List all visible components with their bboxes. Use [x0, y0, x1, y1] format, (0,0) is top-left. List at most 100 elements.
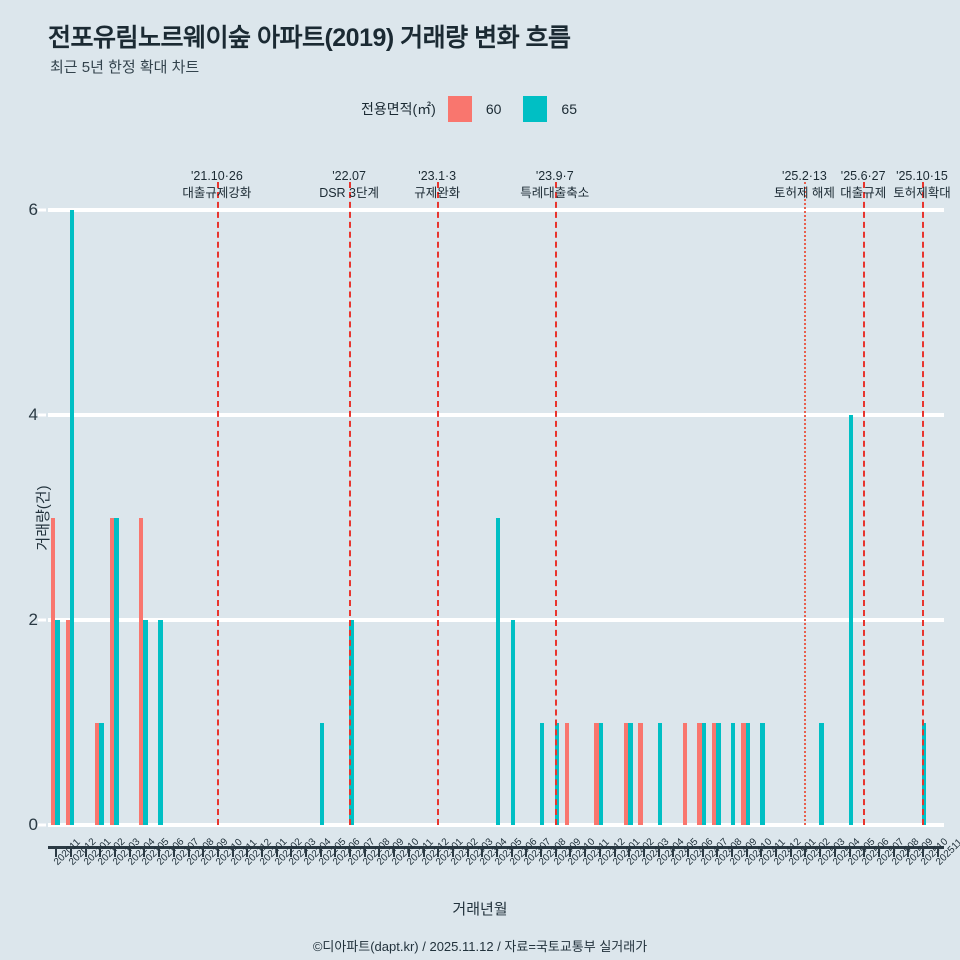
x-tick-mark: [760, 846, 763, 857]
y-tick-label: 0: [28, 815, 38, 834]
x-tick-mark: [701, 846, 704, 857]
chart-bar[interactable]: [114, 517, 119, 825]
event-marker-line: [216, 182, 219, 825]
x-tick-mark: [892, 846, 895, 857]
chart-bar[interactable]: [819, 722, 824, 825]
event-marker-label: '25.6·27 대출규제: [840, 169, 887, 200]
x-tick-mark: [745, 846, 748, 857]
chart-bar[interactable]: [158, 620, 163, 825]
chart-bar[interactable]: [95, 722, 100, 825]
chart-bar[interactable]: [50, 517, 56, 825]
x-tick-mark: [158, 846, 161, 857]
y-tick-label: 4: [28, 405, 38, 424]
x-tick-mark: [319, 846, 322, 857]
x-tick-mark: [451, 846, 454, 857]
chart-bar[interactable]: [139, 517, 144, 825]
chart-bar[interactable]: [760, 722, 765, 825]
x-tick-mark: [349, 846, 352, 857]
x-tick-mark: [525, 846, 528, 857]
chart-bar[interactable]: [701, 722, 707, 825]
chart-bar[interactable]: [682, 722, 687, 825]
x-tick-mark: [848, 846, 851, 857]
chart-bar[interactable]: [628, 722, 633, 825]
chart-bar[interactable]: [745, 722, 751, 825]
chart-bar[interactable]: [697, 722, 702, 825]
chart-bar[interactable]: [598, 722, 604, 825]
chart-bar[interactable]: [711, 722, 717, 825]
x-tick-mark: [55, 846, 58, 857]
y-tick-mark: [38, 618, 46, 622]
event-marker-label: '25.2·13 토허제 해제: [773, 169, 835, 200]
chart-bar[interactable]: [716, 722, 721, 825]
chart-bar[interactable]: [540, 722, 545, 825]
page-title: 전포유림노르웨이숲 아파트(2019) 거래량 변화 흐름: [48, 24, 571, 52]
chart-bar[interactable]: [565, 722, 570, 825]
x-tick-mark: [99, 846, 102, 857]
x-tick-mark: [598, 846, 601, 857]
x-tick-mark: [936, 846, 939, 857]
chart-bar[interactable]: [349, 620, 354, 825]
x-tick-mark: [334, 846, 337, 857]
x-tick-mark: [833, 846, 836, 857]
legend-label-65: 65: [561, 101, 577, 117]
x-tick-mark: [422, 846, 425, 857]
x-tick-mark: [775, 846, 778, 857]
x-tick-mark: [275, 846, 278, 857]
chart-bar[interactable]: [55, 620, 60, 825]
x-tick-mark: [877, 846, 880, 857]
chart-bar[interactable]: [638, 722, 643, 825]
x-tick-mark: [407, 846, 410, 857]
chart-bar[interactable]: [731, 722, 736, 825]
chart-bar[interactable]: [554, 722, 560, 825]
x-tick-mark: [510, 846, 513, 857]
x-tick-mark: [84, 846, 87, 857]
chart-bar[interactable]: [319, 722, 325, 825]
y-tick-mark: [38, 208, 46, 212]
legend-item-65[interactable]: 65: [523, 96, 577, 122]
chart-bar[interactable]: [65, 620, 71, 825]
x-tick-mark: [686, 846, 689, 857]
chart-bar[interactable]: [848, 415, 853, 825]
y-gridline: [48, 413, 944, 417]
x-tick-mark: [716, 846, 719, 857]
event-marker-line: [554, 182, 557, 825]
legend-item-60[interactable]: 60: [447, 96, 501, 122]
event-marker-line: [863, 182, 866, 825]
event-marker-line: [437, 182, 440, 825]
chart-bar[interactable]: [510, 620, 516, 825]
x-tick-mark: [363, 846, 366, 857]
legend-title: 전용면적(㎡): [360, 101, 436, 117]
x-tick-mark: [216, 846, 219, 857]
event-marker-label: '22.07 DSR 3단계: [319, 169, 380, 200]
chart-credit: ©디아파트(dapt.kr) / 2025.11.12 / 자료=국토교통부 실…: [312, 939, 648, 954]
event-marker-label: '21.10·26 대출규제강화: [182, 169, 252, 200]
chart-plot-area: 거래량(건) 0 2 4 6: [29, 182, 944, 834]
y-tick-mark: [38, 823, 46, 827]
event-marker-label: '23.1·3 규제완화: [414, 169, 461, 200]
chart-bar[interactable]: [99, 722, 104, 825]
x-tick-mark: [921, 846, 924, 857]
chart-bar[interactable]: [109, 517, 115, 825]
chart-bar[interactable]: [741, 722, 746, 825]
chart-bar[interactable]: [70, 210, 75, 825]
x-tick-mark: [246, 846, 249, 857]
x-tick-mark: [128, 846, 131, 857]
x-tick-mark: [657, 846, 660, 857]
event-marker-line: [349, 182, 352, 825]
chart-bar[interactable]: [594, 722, 599, 825]
chart-bar[interactable]: [143, 620, 148, 825]
x-tick-mark: [672, 846, 675, 857]
chart-bar[interactable]: [496, 517, 501, 825]
chart-bar[interactable]: [623, 722, 629, 825]
y-axis-title: 거래량(건): [35, 484, 53, 551]
legend-swatch-60: [447, 96, 472, 122]
chart-bar[interactable]: [657, 722, 662, 825]
x-tick-mark: [378, 846, 381, 857]
x-tick-mark: [907, 846, 910, 857]
event-marker-label: '25.10·15 토허제확대: [893, 169, 951, 200]
x-tick-mark: [804, 846, 807, 857]
x-tick-mark: [569, 846, 572, 857]
x-tick-mark: [642, 846, 645, 857]
chart-bar[interactable]: [921, 722, 927, 825]
x-tick-mark: [290, 846, 293, 857]
